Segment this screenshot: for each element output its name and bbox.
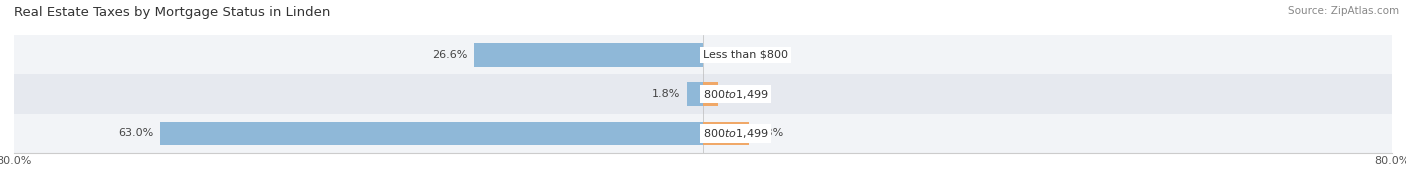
Bar — [160, 122, 703, 145]
Text: $800 to $1,499: $800 to $1,499 — [703, 88, 769, 101]
Text: 26.6%: 26.6% — [432, 50, 467, 60]
Text: Source: ZipAtlas.com: Source: ZipAtlas.com — [1288, 6, 1399, 16]
Bar — [14, 114, 1392, 153]
Bar — [703, 122, 748, 145]
Text: 1.7%: 1.7% — [724, 89, 752, 99]
Text: 5.3%: 5.3% — [755, 128, 783, 138]
Text: 0.0%: 0.0% — [710, 50, 738, 60]
Bar — [474, 43, 703, 67]
Bar — [14, 74, 1392, 114]
Text: 1.8%: 1.8% — [652, 89, 681, 99]
Text: $800 to $1,499: $800 to $1,499 — [703, 127, 769, 140]
Text: 63.0%: 63.0% — [118, 128, 153, 138]
Bar — [14, 35, 1392, 74]
Text: Real Estate Taxes by Mortgage Status in Linden: Real Estate Taxes by Mortgage Status in … — [14, 6, 330, 19]
Bar — [703, 82, 717, 106]
Bar — [688, 82, 703, 106]
Text: Less than $800: Less than $800 — [703, 50, 787, 60]
